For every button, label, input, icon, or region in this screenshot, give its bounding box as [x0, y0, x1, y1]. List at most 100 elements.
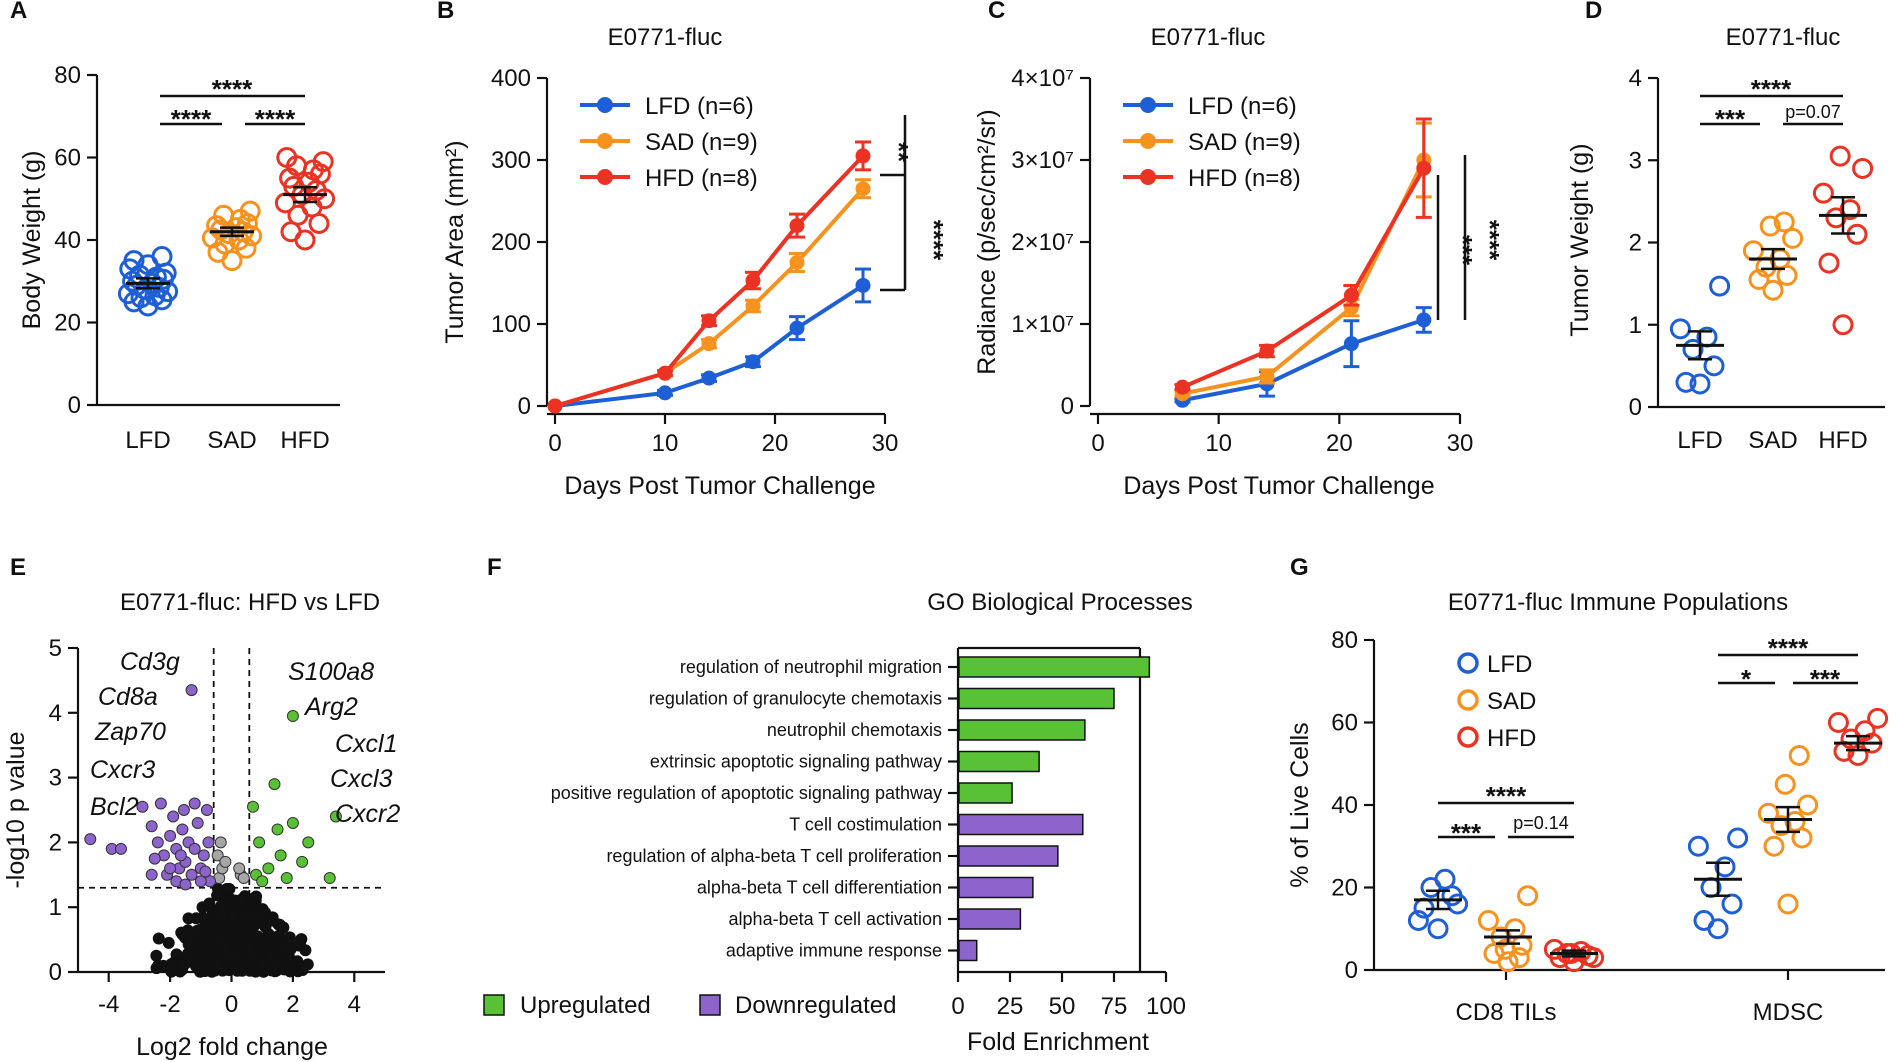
panel-e-point-ns — [150, 949, 163, 962]
panel-b-x-tick-label: 10 — [652, 430, 679, 457]
panel-b-sig-label: ** — [884, 142, 914, 163]
panel-g-point — [1797, 794, 1819, 816]
panel-e-y-tick-label: 0 — [49, 959, 62, 986]
panel-g-legend-label: LFD — [1487, 651, 1532, 678]
panel-f-category-label: adaptive immune response — [726, 941, 942, 961]
panel-f-bar — [958, 908, 1022, 930]
panel-a-sig-label: **** — [255, 104, 296, 134]
panel-f-x-tick-label: 0 — [951, 993, 964, 1020]
panel-e-point-down — [164, 862, 177, 875]
panel-d-point — [1818, 252, 1840, 274]
panel-g-sig-label: **** — [1486, 781, 1527, 811]
panel-g-point — [1434, 868, 1456, 890]
panel-b-x-tick-label: 30 — [872, 430, 899, 457]
panel-e-point-up — [268, 778, 281, 791]
panel-g-point — [1477, 910, 1499, 931]
panel-d-y-tick-label: 1 — [1629, 312, 1642, 339]
panel-g-sig-label: **** — [1768, 633, 1809, 663]
panel-d-x-tick-label: SAD — [1748, 427, 1797, 454]
panel-e-gene-label-down: Zap70 — [94, 718, 166, 746]
panel-f-category-label: alpha-beta T cell activation — [729, 909, 942, 929]
panel-a-point — [213, 204, 235, 226]
panel-c-series-line — [1181, 167, 1426, 389]
panel-f-category-label: extrinsic apoptotic signaling pathway — [650, 752, 942, 772]
panel-d-sig-label: *** — [1715, 104, 1746, 134]
panel-e-point-ns — [237, 872, 250, 885]
panel-f-legend-label-up: Upregulated — [520, 992, 651, 1019]
panel-g-y-tick-label: 80 — [1331, 627, 1358, 654]
panel-b-point — [701, 336, 717, 352]
panel-c-point — [1343, 336, 1359, 352]
panel-g-legend-label: SAD — [1487, 688, 1536, 715]
panel-c-y-tick-label: 3×10⁷ — [1011, 147, 1074, 174]
panel-b-y-tick-label: 0 — [518, 393, 531, 420]
panel-e-point-down — [191, 816, 204, 829]
panel-e-point-ns — [170, 948, 183, 961]
panel-letter-e: E — [10, 554, 26, 581]
panel-f-legend-swatch-up — [483, 994, 505, 1016]
panel-a-x-tick-label: SAD — [207, 427, 256, 454]
panel-e-point-ns — [251, 964, 264, 977]
panel-c-x-tick-label: 10 — [1205, 430, 1232, 457]
panel-e-point-down — [179, 878, 192, 891]
panel-d-point — [1689, 373, 1711, 395]
panel-g-sig-label: *** — [1810, 664, 1841, 694]
panel-c-legend-label: SAD (n=9) — [1188, 129, 1301, 156]
panel-c-series-line — [1182, 317, 1425, 403]
panel-e-point-ns — [245, 921, 258, 934]
panel-d: 0 1 2 3 4 Tumor Weight (g) E0771-fluc LFD SAD HFD… — [1566, 24, 1885, 454]
panel-e-point-down — [202, 836, 215, 849]
panel-b-y-tick-label: 100 — [491, 311, 531, 338]
panel-b-point — [745, 298, 761, 314]
panel-g-point — [1777, 893, 1799, 915]
panel-e-point-ns — [216, 906, 229, 919]
panel-c-series-line — [1182, 159, 1426, 396]
panel-c-point — [1259, 343, 1275, 359]
panel-f-bar — [958, 782, 1013, 804]
panel-e-point-down — [174, 849, 187, 862]
panel-d-point — [1759, 215, 1781, 237]
panel-f-bar — [958, 876, 1034, 899]
panel-e-point-up — [253, 836, 266, 849]
panel-e-gene-label-up: Cxcl3 — [330, 765, 393, 793]
panel-d-y-tick-label: 0 — [1629, 394, 1642, 421]
panel-c-y-tick-label: 4×10⁷ — [1011, 65, 1074, 92]
panel-e-point-ns — [179, 957, 192, 970]
panel-b-point — [657, 365, 673, 381]
panel-e-point-down — [200, 804, 213, 816]
panel-g-point — [1508, 947, 1530, 969]
panel-c-legend-label: LFD (n=6) — [1188, 93, 1297, 120]
panel-e-point-up — [274, 849, 287, 862]
panel-g-point — [1407, 910, 1429, 931]
panel-e-point-down — [164, 829, 177, 842]
panel-f-bar — [958, 750, 1040, 773]
panel-g-point — [1721, 893, 1743, 915]
panel-d-sig-label: **** — [1751, 74, 1792, 104]
panel-g-legend-label: HFD — [1487, 725, 1536, 752]
panel-b-point — [855, 181, 871, 197]
panel-b-point — [855, 148, 871, 164]
panel-e-point-ns — [236, 960, 249, 973]
panel-e-point-down — [197, 849, 210, 862]
panel-b: 0 100 200 300 400 0 10 20 30 Days Post Tumor Chal… — [441, 24, 949, 500]
panel-e-point-down — [136, 800, 149, 813]
panel-g-point — [1784, 811, 1806, 832]
panel-e-gene-label-up: Cxcl1 — [335, 730, 398, 758]
panel-letter-g: G — [1290, 554, 1309, 581]
panel-e-point-down — [185, 868, 198, 881]
panel-g-point — [1693, 910, 1715, 931]
panel-e-point-down — [194, 875, 207, 888]
panel-e-point-down — [145, 868, 158, 881]
panel-e-y-tick-label: 2 — [49, 829, 62, 856]
panel-c-point — [1416, 160, 1432, 176]
panel-b-legend-label: LFD (n=6) — [645, 93, 754, 120]
panel-a-point — [239, 200, 261, 222]
panel-d-point — [1812, 182, 1834, 204]
panel-b-y-tick-label: 200 — [491, 229, 531, 256]
panel-a-y-tick-label: 80 — [54, 62, 81, 89]
panel-d-point — [1782, 227, 1804, 249]
panel-g-legend-marker — [1457, 689, 1479, 711]
panel-e-point-up — [323, 872, 336, 885]
panel-f-legend-label-down: Downregulated — [735, 992, 896, 1019]
